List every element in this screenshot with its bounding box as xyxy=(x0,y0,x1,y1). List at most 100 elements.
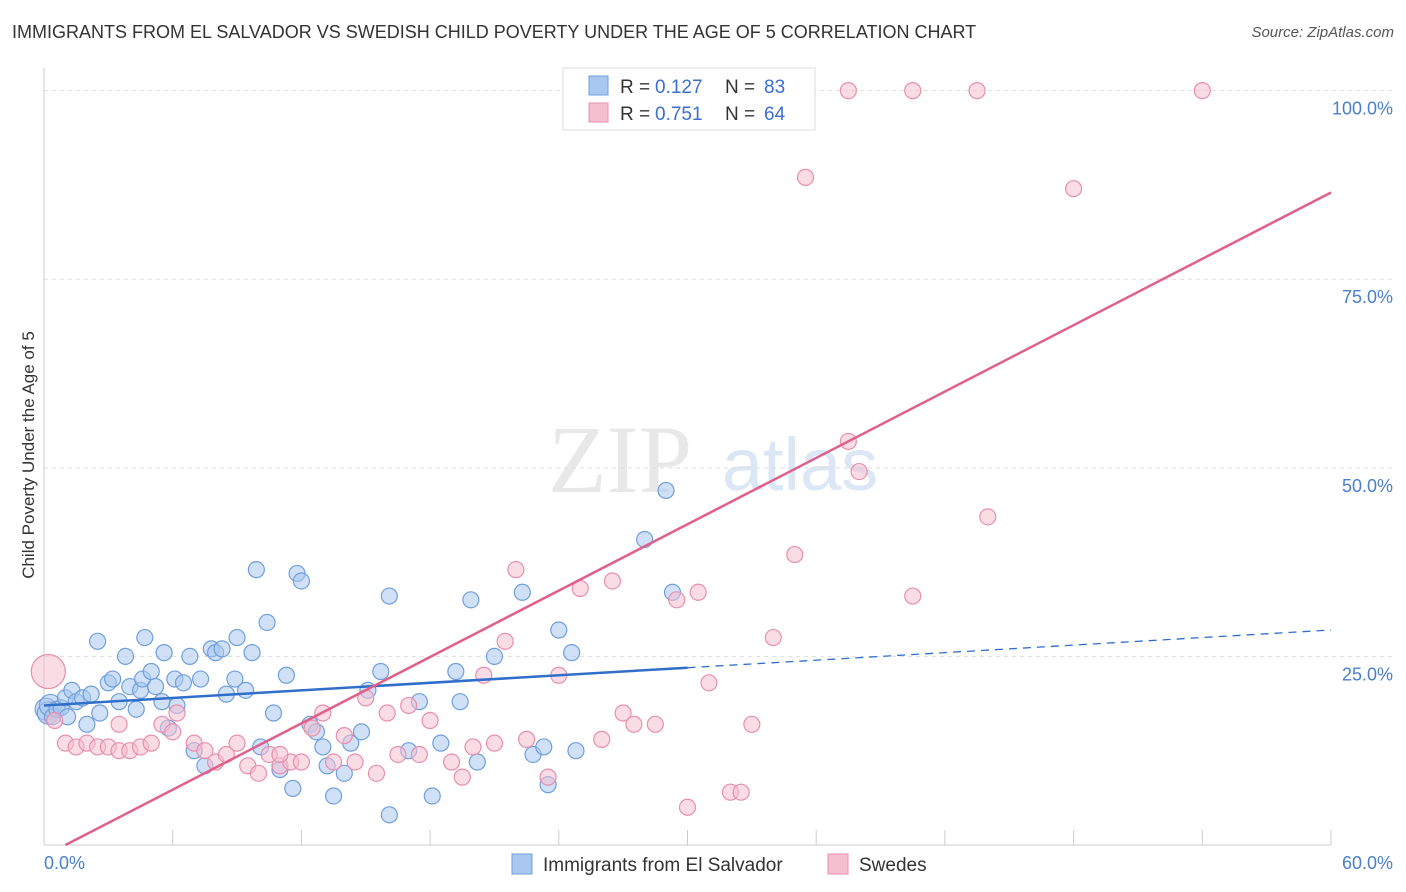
series-legend: Immigrants from El Salvador Swedes xyxy=(511,853,927,876)
salvador-point-23 xyxy=(136,628,154,647)
y-tick-label-25: 25.0% xyxy=(1342,664,1393,684)
swedes-point-33 xyxy=(389,745,407,764)
swedes-point-1 xyxy=(46,711,64,730)
legend-swatch-blue xyxy=(588,75,609,96)
salvador-point-62 xyxy=(372,662,390,681)
swedes-point-49 xyxy=(603,572,622,590)
salvador-point-80 xyxy=(567,742,585,760)
y-tick-label-75: 75.0% xyxy=(1342,287,1393,307)
salvador-point-47 xyxy=(264,704,283,722)
salvador-point-58 xyxy=(335,764,353,782)
salvador-point-25 xyxy=(146,677,165,696)
salvador-point-46 xyxy=(258,613,276,632)
x-tick-label-60: 60.0% xyxy=(1342,853,1393,873)
series-legend-label-1: Immigrants from El Salvador xyxy=(543,855,783,876)
swedes-point-68 xyxy=(968,82,986,100)
scatter-points xyxy=(30,82,1211,824)
swedes-point-53 xyxy=(668,591,686,609)
chart-title: IMMIGRANTS FROM EL SALVADOR VS SWEDISH C… xyxy=(12,22,977,42)
legend-n-label-1: N = xyxy=(725,77,755,98)
salvador-point-68 xyxy=(432,734,450,752)
swedes-point-72 xyxy=(271,745,289,764)
legend-n-value-1: 83 xyxy=(764,77,785,98)
swedes-point-29 xyxy=(346,753,364,771)
y-axis-title: Child Poverty Under the Age of 5 xyxy=(19,331,38,579)
salvador-point-79 xyxy=(563,644,581,662)
swedes-point-12 xyxy=(164,723,182,741)
swedes-point-64 xyxy=(979,508,997,526)
salvador-point-70 xyxy=(451,693,469,711)
salvador-point-55 xyxy=(314,738,332,756)
chart-source: Source: ZipAtlas.com xyxy=(1251,24,1394,41)
swedes-point-67 xyxy=(904,82,922,100)
salvador-point-44 xyxy=(247,561,265,579)
swedes-point-52 xyxy=(646,715,664,733)
salvador-point-38 xyxy=(213,640,231,658)
swedes-point-36 xyxy=(421,711,439,730)
salvador-point-11 xyxy=(78,715,96,733)
salvador-point-78 xyxy=(550,621,568,639)
salvador-point-32 xyxy=(181,647,199,666)
swedes-point-66 xyxy=(839,82,857,100)
x-tick-label-0: 0.0% xyxy=(44,853,85,873)
salvador-point-12 xyxy=(82,685,100,703)
swedes-point-63 xyxy=(904,587,922,605)
swedes-point-28 xyxy=(335,727,353,745)
swedes-point-43 xyxy=(507,561,525,579)
swedes-point-38 xyxy=(453,768,471,786)
swedes-point-65 xyxy=(850,462,868,481)
swedes-point-39 xyxy=(464,738,482,756)
salvador-point-74 xyxy=(513,583,531,601)
swedes-point-71 xyxy=(678,798,697,816)
swedes-point-32 xyxy=(378,704,396,722)
swedes-point-57 xyxy=(732,783,750,801)
salvador-point-67 xyxy=(423,787,441,805)
salvador-point-24 xyxy=(142,662,160,681)
y-tick-label-100: 100.0% xyxy=(1332,99,1393,119)
salvador-point-73 xyxy=(485,647,504,666)
legend-r-label-2: R = xyxy=(620,104,650,125)
salvador-point-34 xyxy=(191,670,210,688)
swedes-point-58 xyxy=(743,715,761,733)
salvador-point-64 xyxy=(380,806,398,824)
salvador-point-13 xyxy=(89,632,107,650)
swedes-point-42 xyxy=(496,632,514,650)
swedes-point-50 xyxy=(614,704,632,722)
legend-r-value-2: 0.751 xyxy=(655,104,703,125)
swedes-point-0 xyxy=(30,653,66,690)
legend-r-value-1: 0.127 xyxy=(655,77,703,98)
swedes-point-18 xyxy=(228,734,246,752)
swedes-point-55 xyxy=(700,674,718,692)
salvador-point-18 xyxy=(116,647,135,666)
salvador-point-82 xyxy=(657,481,675,500)
swedes-point-44 xyxy=(518,730,536,748)
salvador-point-14 xyxy=(91,704,109,722)
salvador-point-41 xyxy=(228,628,246,647)
swedes-point-13 xyxy=(168,704,186,722)
salvador-point-63 xyxy=(380,587,398,605)
swedes-point-34 xyxy=(400,696,418,715)
series-legend-swatch-pink xyxy=(827,853,849,875)
salvador-point-43 xyxy=(243,644,261,662)
swedes-point-37 xyxy=(442,753,461,771)
swedes-point-27 xyxy=(324,753,343,771)
swedes-point-45 xyxy=(539,768,557,786)
swedes-point-41 xyxy=(485,734,504,752)
swedes-point-59 xyxy=(764,628,782,647)
legend-n-value-2: 64 xyxy=(764,104,786,125)
swedes-trend-line xyxy=(64,191,1332,847)
salvador-point-16 xyxy=(104,670,122,688)
swedes-point-24 xyxy=(292,753,310,771)
swedes-point-60 xyxy=(786,545,804,564)
swedes-point-62 xyxy=(796,168,815,186)
salvador-point-31 xyxy=(174,674,193,692)
salvador-trend-line xyxy=(43,666,688,707)
salvador-point-27 xyxy=(155,644,173,662)
swedes-point-70 xyxy=(1064,180,1083,198)
series-legend-swatch-blue xyxy=(511,853,533,875)
salvador-point-57 xyxy=(324,787,343,805)
salvador-point-50 xyxy=(284,779,302,798)
watermark: ZIP atlas xyxy=(548,406,878,513)
swedes-point-51 xyxy=(625,715,643,733)
